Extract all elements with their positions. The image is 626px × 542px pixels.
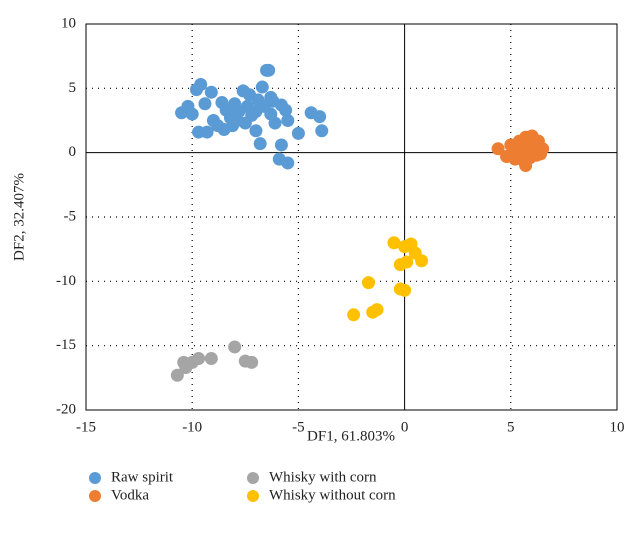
point xyxy=(491,142,505,156)
x-tick-label: 5 xyxy=(507,419,515,435)
point xyxy=(266,94,280,108)
point xyxy=(508,152,522,166)
point xyxy=(170,368,184,382)
point xyxy=(198,97,212,111)
legend-marker xyxy=(89,472,101,484)
point xyxy=(194,77,208,91)
x-tick-label: 0 xyxy=(401,419,409,435)
point xyxy=(200,125,214,139)
x-axis-label: DF1, 61.803% xyxy=(307,428,395,444)
point xyxy=(249,124,263,138)
point xyxy=(387,236,401,250)
y-tick-label: 10 xyxy=(61,15,76,31)
y-axis-label: DF2, 32.407% xyxy=(11,173,27,261)
point xyxy=(268,116,282,130)
point xyxy=(255,80,269,94)
point xyxy=(281,156,295,170)
point xyxy=(245,355,259,369)
x-tick-label: 10 xyxy=(610,419,625,435)
point xyxy=(370,303,384,317)
point xyxy=(230,114,244,127)
point xyxy=(204,352,218,366)
x-tick-label: -15 xyxy=(76,419,96,435)
point xyxy=(313,110,327,124)
point xyxy=(514,143,528,157)
point xyxy=(217,123,231,137)
point xyxy=(274,138,288,152)
point xyxy=(185,107,199,121)
y-tick-label: -15 xyxy=(56,337,76,353)
legend-label: Raw spirit xyxy=(111,469,174,485)
y-tick-label: 5 xyxy=(69,80,77,96)
point xyxy=(534,147,548,161)
legend-marker xyxy=(247,490,259,502)
point xyxy=(400,255,414,269)
point xyxy=(262,63,276,77)
point xyxy=(204,85,218,99)
point xyxy=(279,103,293,117)
point xyxy=(315,124,329,138)
point xyxy=(281,114,295,127)
y-tick-label: -10 xyxy=(56,273,76,289)
legend-marker xyxy=(247,472,259,484)
point xyxy=(228,340,242,354)
point xyxy=(291,126,305,140)
y-tick-label: 0 xyxy=(69,144,77,160)
y-tick-label: -5 xyxy=(64,208,77,224)
point xyxy=(398,283,412,297)
legend-marker xyxy=(89,490,101,502)
legend-label: Whisky without corn xyxy=(269,487,396,503)
point xyxy=(361,276,375,290)
point xyxy=(415,254,429,268)
point xyxy=(253,137,267,151)
point xyxy=(523,151,537,165)
plot-frame xyxy=(85,23,618,411)
y-tick-label: -20 xyxy=(56,401,76,417)
legend-label: Whisky with corn xyxy=(269,469,377,485)
legend-label: Vodka xyxy=(111,487,149,503)
point xyxy=(347,308,361,322)
x-tick-label: -5 xyxy=(292,419,305,435)
point xyxy=(192,352,206,366)
x-tick-label: -10 xyxy=(182,419,202,435)
